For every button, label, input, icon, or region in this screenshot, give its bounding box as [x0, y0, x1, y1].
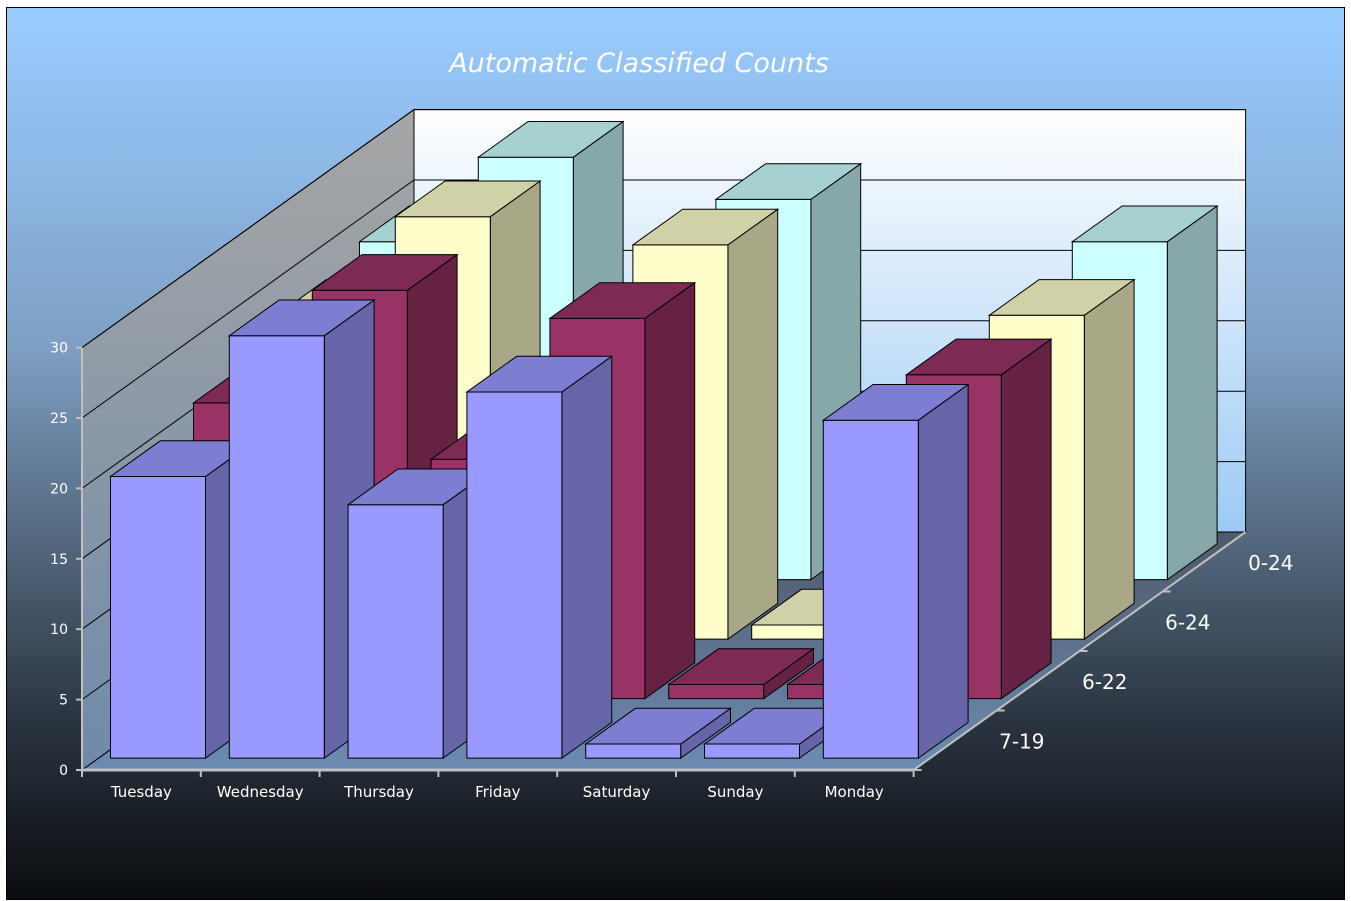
bar-top [548, 282, 697, 319]
bar-top [393, 180, 542, 218]
y-tick-label: 20 [50, 481, 68, 497]
bar-front [668, 684, 765, 700]
x-tick-label: Thursday [343, 783, 414, 801]
bar-side [727, 208, 779, 641]
x-tick-label: Sunday [707, 783, 763, 801]
bar-top [667, 648, 816, 685]
bar-side [1083, 278, 1135, 641]
chart-title: Automatic Classified Counts [449, 48, 829, 79]
series-label: 6-24 [1165, 610, 1210, 634]
x-tick-label: Saturday [583, 783, 651, 801]
x-tick-label: Tuesday [110, 783, 172, 801]
bar-side [644, 281, 696, 700]
bar-side [917, 383, 969, 760]
y-tick-label: 10 [50, 622, 68, 638]
y-tick-label: 0 [59, 763, 68, 779]
y-tick-label: 25 [50, 411, 68, 427]
bar-top [476, 121, 625, 158]
chart-plot: 0 5 10 15 20 25 30 Tuesday Wednesday Thursday Frid… [50, 108, 1293, 801]
bar-top [1070, 205, 1219, 243]
bar-top [987, 279, 1136, 316]
bar-top [821, 384, 970, 421]
x-tick-label: Friday [475, 783, 521, 801]
bar-top [310, 254, 459, 291]
bar-front [228, 335, 325, 759]
gridline [81, 179, 1246, 419]
bar-top [584, 707, 733, 745]
bar-side [561, 355, 613, 760]
y-tick-label: 30 [50, 341, 68, 357]
x-tick-label: Wednesday [217, 783, 304, 801]
bar-front [822, 419, 919, 759]
bar-side [1000, 338, 1052, 700]
series-label: 0-24 [1248, 551, 1293, 575]
bar-front [585, 743, 682, 759]
bar-top [631, 208, 780, 246]
series-label: 7-19 [999, 729, 1044, 753]
y-tick-label: 15 [50, 552, 68, 568]
chart-frame: Automatic Classified Counts 0 5 10 15 20 25 30… [6, 7, 1345, 900]
bar-top [904, 338, 1053, 376]
gridline [81, 109, 1246, 349]
bar-top [227, 299, 376, 337]
bar-top [714, 163, 863, 200]
bar [465, 355, 614, 760]
bar-front [466, 391, 563, 759]
bar [821, 383, 970, 760]
series-label: 6-22 [1082, 670, 1127, 694]
y-tick-label: 5 [59, 693, 68, 709]
bar-top [465, 355, 614, 393]
bar-front [704, 743, 800, 759]
bar [667, 647, 816, 700]
x-tick-label: Monday [825, 783, 884, 801]
bar-front [110, 476, 206, 759]
bar-side [1166, 205, 1218, 581]
bar [584, 707, 733, 760]
bar-front [347, 504, 444, 759]
